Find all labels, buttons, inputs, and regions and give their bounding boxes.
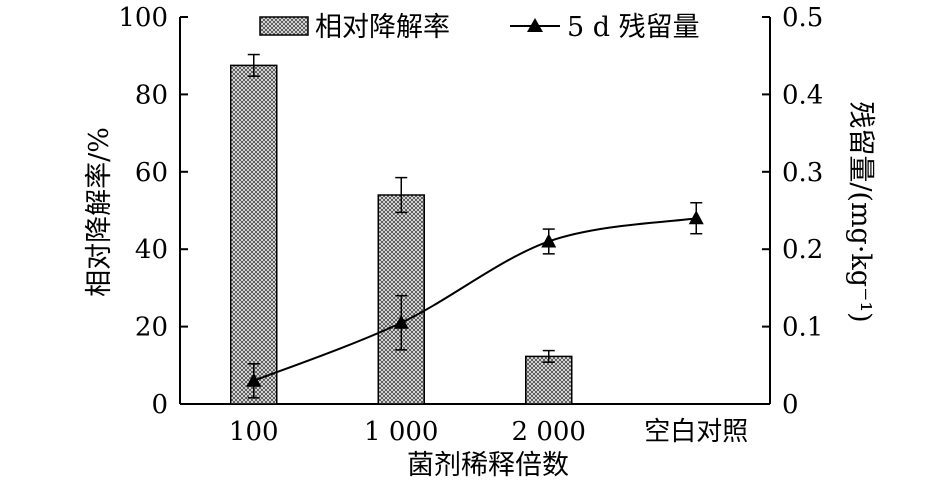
x-axis-title: 菌剂稀释倍数	[407, 450, 569, 481]
legend-triangle-marker	[527, 18, 543, 32]
right-tick-label: 0.3	[782, 158, 823, 188]
legend-line-label: 5 d 残留量	[567, 12, 700, 43]
right-tick-label: 0.1	[782, 313, 823, 343]
right-tick-label: 0.5	[782, 3, 823, 33]
x-tick-label: 1 000	[364, 417, 438, 447]
left-tick-label: 20	[135, 313, 168, 343]
left-tick-label: 40	[135, 235, 168, 265]
x-tick-label: 空白对照	[644, 417, 748, 447]
left-tick-label: 60	[135, 158, 168, 188]
tick-labels: 0 20 40 60 80 100 0 0.1 0.2 0.3 0.4 0.5 100 1 000 2 00…	[118, 3, 823, 447]
legend-bar-swatch	[259, 16, 309, 36]
triangle-marker	[393, 314, 409, 329]
right-tick-label: 0.4	[782, 80, 823, 110]
x-tick-label: 100	[229, 417, 279, 447]
left-tick-label: 80	[135, 80, 168, 110]
residue-line	[253, 217, 697, 382]
x-tick-label: 2 000	[512, 417, 586, 447]
legend: 相对降解率 5 d 残留量	[259, 12, 700, 43]
left-tick-label: 0	[151, 390, 168, 420]
bar	[230, 64, 278, 405]
right-tick-label: 0	[782, 390, 799, 420]
left-axis-title: 相对降解率/%	[84, 127, 115, 297]
triangle-marker	[541, 233, 557, 248]
right-tick-label: 0.2	[782, 235, 823, 265]
triangle-marker	[246, 372, 262, 387]
legend-bar-label: 相对降解率	[315, 12, 450, 43]
left-tick-label: 100	[118, 3, 168, 33]
bar	[525, 355, 573, 405]
bar-series	[230, 53, 573, 405]
triangle-marker	[688, 210, 704, 225]
line-series	[246, 202, 704, 399]
right-axis-title: 残留量/(mg·kg⁻¹)	[845, 101, 876, 322]
axes	[179, 16, 771, 405]
